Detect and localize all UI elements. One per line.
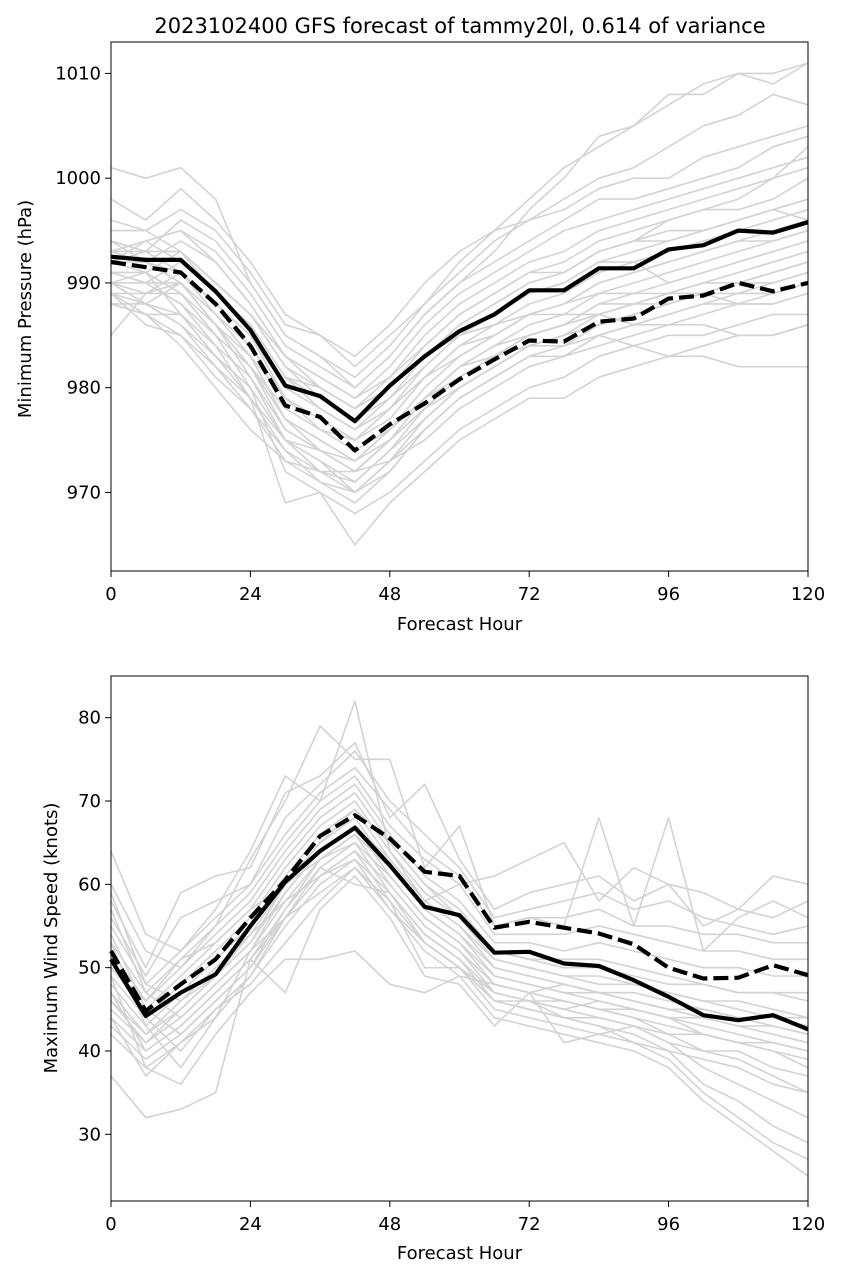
wind-x-axis-label: Forecast Hour [397,1243,523,1264]
wind-y-tick-label: 40 [78,1041,101,1062]
wind-plot-area: 0 24 48 72 96 120 30 40 50 60 70 80 [78,675,825,1235]
pressure-member-line-6 [110,135,809,389]
pressure-x-tick-label: 48 [378,584,401,605]
pressure-x-tick-label: 72 [518,584,541,605]
pressure-y-tick-label: 1010 [55,63,101,84]
wind-y-tick-label: 80 [78,708,101,729]
pressure-plot-area: 0 24 48 72 96 120 970 980 990 1000 1010 [55,41,825,605]
pressure-x-tick-label: 120 [791,584,825,605]
wind-x-tick-label: 72 [518,1214,541,1235]
wind-member-line-28 [110,866,809,1077]
pressure-member-line-22 [110,282,808,515]
pressure-member-line-3 [110,62,809,368]
pressure-solid-line [110,220,809,424]
wind-x-tick-label: 0 [105,1214,116,1235]
pressure-y-tick-label: 980 [67,378,101,399]
wind-x-tick-label: 24 [239,1214,262,1235]
pressure-y-tick-label: 970 [67,482,101,503]
wind-y-tick-label: 70 [78,791,101,812]
wind-member-line-23 [110,825,809,1019]
pressure-member-line-31 [110,146,809,410]
pressure-y-axis-label: Minimum Pressure (hPa) [15,200,36,418]
wind-x-tick-label: 96 [657,1214,680,1235]
pressure-x-axis-label: Forecast Hour [397,614,523,635]
wind-axes-frame [110,675,809,1202]
pressure-member-line-33 [111,271,809,441]
wind-panel: 0 24 48 72 96 120 30 40 50 60 70 80 Forecast Hour M… [41,675,825,1264]
pressure-member-line-5 [110,125,809,379]
wind-y-tick-label: 60 [78,874,101,895]
wind-y-axis-label: Maximum Wind Speed (knots) [41,803,62,1074]
pressure-x-tick-label: 96 [657,584,680,605]
pressure-chart-title: 2023102400 GFS forecast of tammy20l, 0.6… [154,14,765,38]
pressure-member-line-32 [110,282,808,462]
pressure-dashed-line [110,259,809,453]
wind-member-line-4 [110,741,809,969]
wind-y-tick-label: 30 [78,1124,101,1145]
wind-member-line-22 [110,833,809,1036]
wind-member-line-5 [110,750,809,977]
wind-member-line-7 [110,775,808,994]
wind-y-tick-label: 50 [78,958,101,979]
wind-member-line-8 [110,783,808,1002]
pressure-member-line-23 [110,292,809,546]
pressure-y-tick-label: 1000 [55,168,101,189]
wind-member-line-25 [110,875,809,1077]
wind-x-tick-label: 120 [791,1214,825,1235]
wind-member-line-3 [110,725,809,969]
pressure-member-line-29 [110,282,809,494]
pressure-x-tick-label: 24 [239,584,262,605]
wind-member-line-21 [110,850,809,1069]
wind-x-tick-label: 48 [378,1214,401,1235]
wind-dashed-line [109,813,809,1014]
wind-member-line-27 [110,858,809,1044]
pressure-member-line-4 [111,93,809,358]
pressure-panel: 2023102400 GFS forecast of tammy20l, 0.6… [15,14,825,635]
wind-member-line-19 [110,950,809,1086]
pressure-x-tick-label: 0 [105,584,116,605]
pressure-y-tick-label: 990 [67,273,101,294]
wind-solid-line [109,825,809,1032]
pressure-axes-frame [110,41,809,572]
